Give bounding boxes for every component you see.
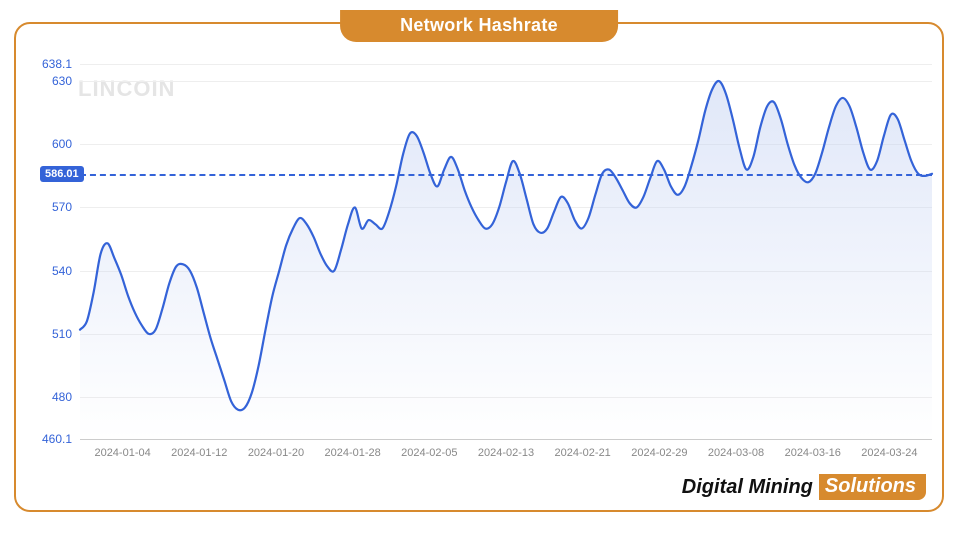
x-axis-labels: 2024-01-04 2024-01-12 2024-01-20 2024-01-28… bbox=[80, 439, 932, 459]
footer-brand-b: Solutions bbox=[819, 474, 926, 500]
y-tick-label: 480 bbox=[52, 390, 72, 404]
chart-title-tab: Network Hashrate bbox=[340, 10, 618, 42]
x-tick-label: 2024-02-29 bbox=[631, 447, 687, 459]
y-tick-label: 510 bbox=[52, 327, 72, 341]
x-tick-label: 2024-03-16 bbox=[785, 447, 841, 459]
chart-area: 460.1480510540570600630638.1 586.01 2024… bbox=[30, 64, 932, 459]
plot-region bbox=[80, 64, 932, 439]
chart-card: Network Hashrate LINCOIN 460.14805105405… bbox=[14, 22, 944, 512]
x-tick-label: 2024-01-12 bbox=[171, 447, 227, 459]
footer-brand-a: Digital Mining bbox=[682, 476, 819, 499]
x-tick-label: 2024-01-04 bbox=[94, 447, 150, 459]
line-series-svg bbox=[80, 64, 932, 439]
y-tick-label: 600 bbox=[52, 137, 72, 151]
footer-brand: Digital Mining Solutions bbox=[682, 474, 926, 500]
y-tick-label: 570 bbox=[52, 200, 72, 214]
area-fill bbox=[80, 81, 932, 439]
x-tick-label: 2024-01-28 bbox=[324, 447, 380, 459]
y-tick-label: 540 bbox=[52, 264, 72, 278]
x-tick-label: 2024-02-05 bbox=[401, 447, 457, 459]
current-value-text: 586.01 bbox=[45, 168, 79, 180]
y-tick-label: 630 bbox=[52, 74, 72, 88]
current-value-badge: 586.01 bbox=[40, 166, 84, 182]
y-axis-labels: 460.1480510540570600630638.1 bbox=[30, 64, 76, 459]
y-tick-label: 460.1 bbox=[42, 432, 72, 446]
x-tick-label: 2024-03-24 bbox=[861, 447, 917, 459]
x-tick-label: 2024-01-20 bbox=[248, 447, 304, 459]
y-tick-label: 638.1 bbox=[42, 57, 72, 71]
chart-title: Network Hashrate bbox=[400, 15, 558, 35]
x-tick-label: 2024-02-13 bbox=[478, 447, 534, 459]
x-tick-label: 2024-02-21 bbox=[555, 447, 611, 459]
current-value-line bbox=[80, 174, 932, 176]
x-tick-label: 2024-03-08 bbox=[708, 447, 764, 459]
